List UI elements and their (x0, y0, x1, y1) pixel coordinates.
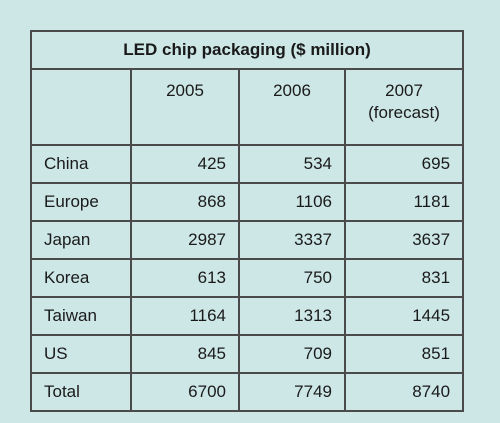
row-label: US (30, 334, 132, 374)
column-header-2007: 2007 (forecast) (343, 68, 465, 146)
value-cell: 1445 (343, 296, 465, 336)
value-cell: 709 (238, 334, 346, 374)
table-body: China 425 534 695 Europe 868 1106 1181 Japan 2987… (30, 144, 465, 412)
column-header-2006: 2006 (238, 68, 346, 146)
value-cell: 7749 (238, 372, 346, 412)
header-corner-cell (30, 68, 132, 146)
column-header-year: 2006 (273, 81, 311, 100)
table-title: LED chip packaging ($ million) (29, 30, 465, 70)
value-cell: 851 (343, 334, 465, 374)
value-cell: 695 (343, 144, 465, 184)
value-cell: 868 (130, 182, 240, 222)
row-label: Total (30, 372, 132, 412)
value-cell: 3637 (343, 220, 465, 260)
value-cell: 1181 (343, 182, 465, 222)
table-row: Korea 613 750 831 (30, 258, 465, 298)
row-label: Europe (30, 182, 132, 222)
table-frame: LED chip packaging ($ million) 2005 2006… (29, 30, 465, 412)
row-label: Korea (30, 258, 132, 298)
column-header-year: 2007 (385, 81, 423, 100)
column-header-2005: 2005 (130, 68, 240, 146)
data-table: LED chip packaging ($ million) 2005 2006… (29, 30, 465, 412)
value-cell: 845 (130, 334, 240, 374)
column-header-year: 2005 (166, 81, 204, 100)
value-cell: 2987 (130, 220, 240, 260)
row-label: Japan (30, 220, 132, 260)
value-cell: 1106 (238, 182, 346, 222)
row-label: Taiwan (30, 296, 132, 336)
value-cell: 3337 (238, 220, 346, 260)
table-row: Japan 2987 3337 3637 (30, 220, 465, 260)
value-cell: 1313 (238, 296, 346, 336)
value-cell: 613 (130, 258, 240, 298)
value-cell: 534 (238, 144, 346, 184)
value-cell: 750 (238, 258, 346, 298)
value-cell: 1164 (130, 296, 240, 336)
table-row: Europe 868 1106 1181 (30, 182, 465, 222)
value-cell: 831 (343, 258, 465, 298)
column-header-note: (forecast) (368, 103, 440, 122)
value-cell: 8740 (343, 372, 465, 412)
row-label: China (30, 144, 132, 184)
table-row: Total 6700 7749 8740 (30, 372, 465, 412)
table-row: US 845 709 851 (30, 334, 465, 374)
value-cell: 425 (130, 144, 240, 184)
table-row: Taiwan 1164 1313 1445 (30, 296, 465, 336)
table-row: China 425 534 695 (30, 144, 465, 184)
value-cell: 6700 (130, 372, 240, 412)
